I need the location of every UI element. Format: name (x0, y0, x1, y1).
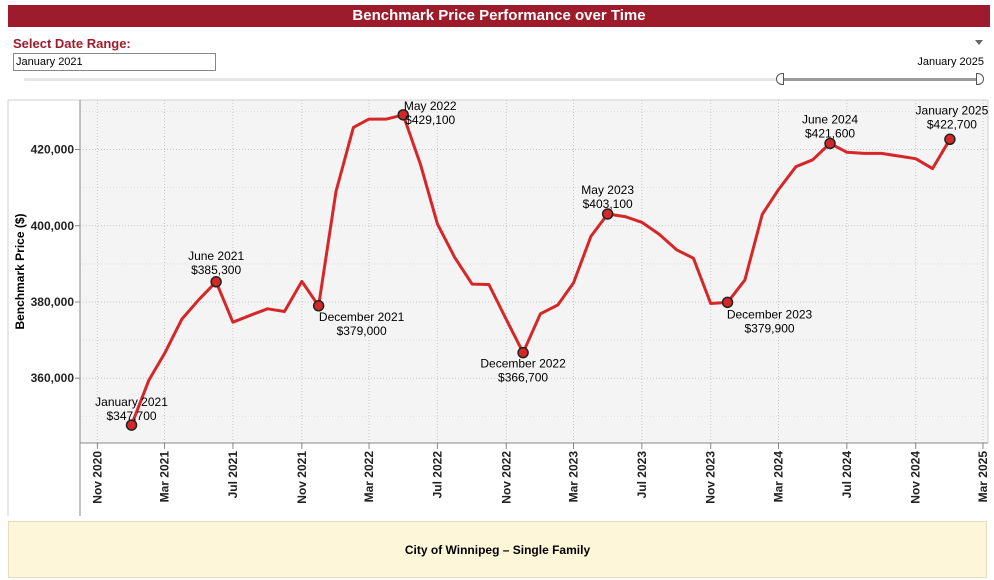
annotation-value-label: $421,600 (805, 126, 855, 140)
x-tick-label: Nov 2023 (704, 451, 718, 504)
annotation-date-label: June 2021 (188, 249, 244, 263)
annotation-value-label: $347,700 (107, 409, 157, 423)
x-tick-label: Mar 2021 (158, 451, 172, 503)
plot-area (80, 100, 988, 443)
x-tick-label: Jul 2023 (635, 451, 649, 499)
series-line (130, 113, 952, 426)
annotation-date-label: December 2022 (480, 357, 566, 371)
x-tick-label: Jul 2022 (430, 451, 444, 499)
data-point-marker (125, 419, 138, 431)
annotation-date-label: December 2023 (727, 307, 813, 321)
annotation-value-label: $403,100 (583, 197, 633, 211)
annotation-value-label: $379,900 (744, 321, 794, 335)
x-tick-label: Jul 2021 (226, 451, 240, 499)
data-point-marker (517, 346, 529, 359)
date-range-slider-selection (780, 78, 980, 81)
annotation-value-label: $429,100 (405, 113, 455, 127)
data-point-marker (721, 296, 734, 309)
annotation-date-label: December 2021 (319, 310, 405, 324)
annotation-value-label: $422,700 (927, 117, 977, 131)
x-tick-label: Nov 2021 (295, 451, 309, 504)
y-axis-title: Benchmark Price ($) (13, 213, 27, 329)
date-range-slider-track[interactable] (24, 78, 982, 81)
annotation-value-label: $379,000 (337, 324, 387, 338)
annotation-date-label: May 2023 (581, 183, 634, 197)
x-tick-label: Mar 2023 (566, 451, 580, 503)
data-point-marker (601, 208, 614, 220)
y-tick-label: 380,000 (31, 295, 75, 309)
date-range-end-label: January 2025 (917, 56, 984, 68)
slider-start-handle[interactable] (776, 73, 784, 85)
annotation-value-label: $385,300 (191, 263, 241, 277)
y-tick-label: 420,000 (31, 143, 75, 157)
data-point-marker (397, 109, 409, 121)
x-axis-panel (8, 443, 988, 516)
y-axis-panel (8, 100, 80, 443)
annotation-date-label: January 2025 (916, 103, 989, 117)
data-point-marker (210, 276, 222, 288)
data-point-marker (944, 133, 956, 146)
date-range-start-field[interactable]: January 2021 (13, 53, 216, 71)
dropdown-arrow-icon[interactable] (975, 40, 983, 45)
annotation-value-label: $366,700 (498, 371, 548, 385)
y-tick-label: 360,000 (31, 371, 75, 385)
x-tick-label: Nov 2024 (909, 451, 923, 504)
footer-caption: City of Winnipeg – Single Family (8, 521, 987, 578)
x-tick-label: Nov 2020 (90, 451, 104, 504)
annotation-date-label: May 2022 (404, 99, 457, 113)
x-tick-label: Mar 2024 (772, 451, 786, 503)
x-tick-label: Mar 2025 (976, 451, 990, 503)
slider-end-handle[interactable] (976, 73, 984, 85)
date-range-label: Select Date Range: (13, 36, 131, 51)
chart-title-banner: Benchmark Price Performance over Time (8, 5, 990, 27)
x-tick-label: Mar 2022 (362, 451, 376, 503)
benchmark-price-chart: 360,000 380,000 400,000 420,000 Nov 2020 Mar … (7, 99, 990, 516)
data-point-marker (824, 137, 836, 150)
y-tick-label: 400,000 (31, 219, 75, 233)
x-tick-label: Nov 2022 (499, 451, 513, 504)
annotation-date-label: January 2021 (95, 395, 168, 409)
data-point-marker (312, 300, 325, 312)
annotation-date-label: June 2024 (802, 112, 858, 126)
x-tick-label: Jul 2024 (840, 451, 854, 499)
